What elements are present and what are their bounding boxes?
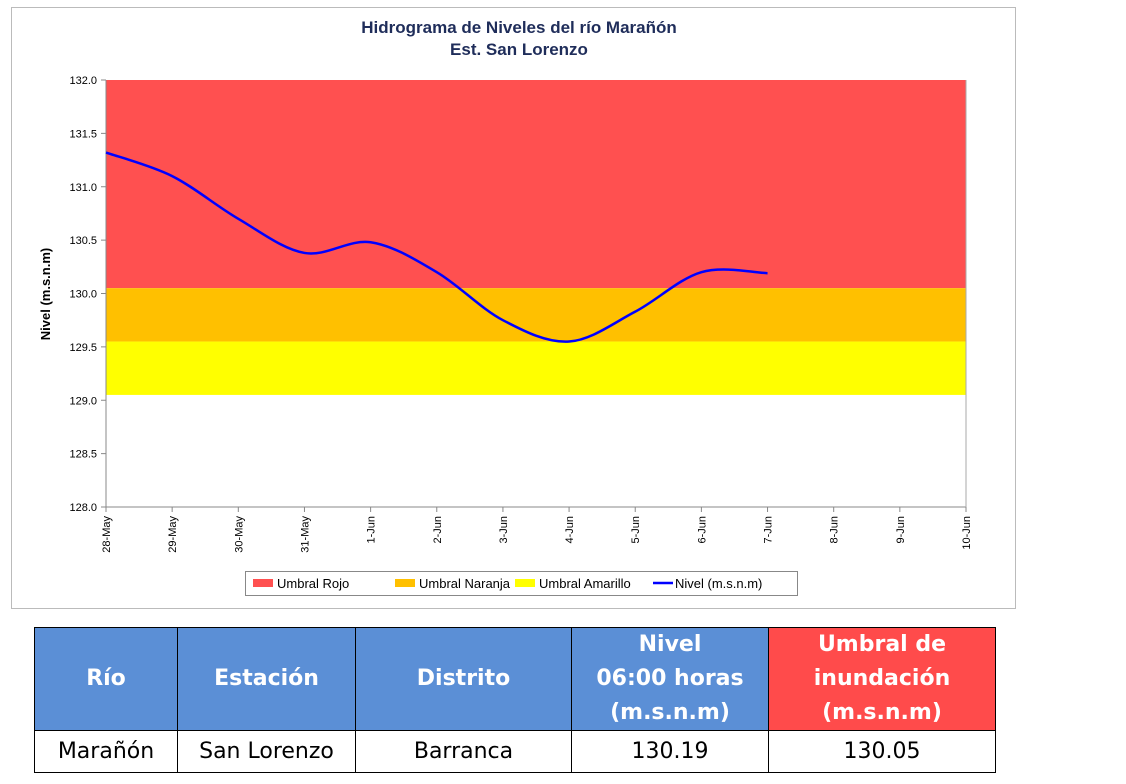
chart-title: Hidrograma de Niveles del río Marañón (361, 18, 677, 37)
legend-label: Nivel (m.s.n.m) (675, 576, 762, 591)
x-tick-label: 5-Jun (630, 516, 642, 544)
x-tick-label: 4-Jun (564, 516, 576, 544)
x-tick-label: 6-Jun (696, 516, 708, 544)
x-tick-label: 9-Jun (895, 516, 907, 544)
table: Río Estación Distrito Nivel 06:00 horas … (34, 627, 996, 773)
x-tick-label: 2-Jun (432, 516, 444, 544)
legend-swatch (515, 579, 535, 587)
y-tick-label: 129.0 (69, 395, 97, 407)
threshold-band (106, 80, 966, 289)
x-tick-label: 8-Jun (829, 516, 841, 544)
y-tick-label: 132.0 (69, 75, 97, 87)
x-tick-label: 10-Jun (961, 516, 973, 550)
threshold-band (106, 288, 966, 342)
y-tick-label: 128.5 (69, 449, 97, 461)
x-tick-label: 7-Jun (763, 516, 775, 544)
legend-swatch (395, 579, 415, 587)
x-tick-label: 1-Jun (366, 516, 378, 544)
header-cell: Nivel 06:00 horas (m.s.n.m) (571, 627, 769, 731)
x-tick-label: 31-May (299, 516, 311, 553)
header-cell: Umbral de inundación (m.s.n.m) (768, 627, 996, 731)
chart-subtitle: Est. San Lorenzo (450, 40, 588, 59)
cell: San Lorenzo (177, 730, 356, 773)
y-tick-label: 128.0 (69, 502, 97, 514)
y-tick-label: 129.5 (69, 342, 97, 354)
threshold-band (106, 341, 966, 395)
legend-label: Umbral Amarillo (539, 576, 631, 591)
x-tick-label: 30-May (233, 516, 245, 553)
legend-swatch (253, 579, 273, 587)
chart: Hidrograma de Niveles del río Marañón Es… (11, 7, 1016, 609)
cell: 130.19 (571, 730, 769, 773)
x-tick-label: 29-May (167, 516, 179, 553)
header-cell: Distrito (355, 627, 572, 731)
cell: Barranca (355, 730, 572, 773)
table-header: Río Estación Distrito Nivel 06:00 horas … (34, 627, 996, 731)
header-cell: Estación (177, 627, 356, 731)
y-tick-label: 131.5 (69, 128, 97, 140)
y-axis-label: Nivel (m.s.n.m) (38, 248, 53, 340)
cell: 130.05 (768, 730, 996, 773)
legend-label: Umbral Naranja (419, 576, 511, 591)
cell: Marañón (34, 730, 178, 773)
x-tick-label: 3-Jun (498, 516, 510, 544)
table-row: Marañón San Lorenzo Barranca 130.19 130.… (34, 730, 996, 773)
y-tick-label: 130.5 (69, 235, 97, 247)
y-tick-label: 130.0 (69, 289, 97, 301)
series-line (105, 151, 768, 343)
legend-label: Umbral Rojo (277, 576, 349, 591)
header-cell: Río (34, 627, 178, 731)
y-tick-label: 131.0 (69, 182, 97, 194)
x-tick-label: 28-May (101, 516, 113, 553)
